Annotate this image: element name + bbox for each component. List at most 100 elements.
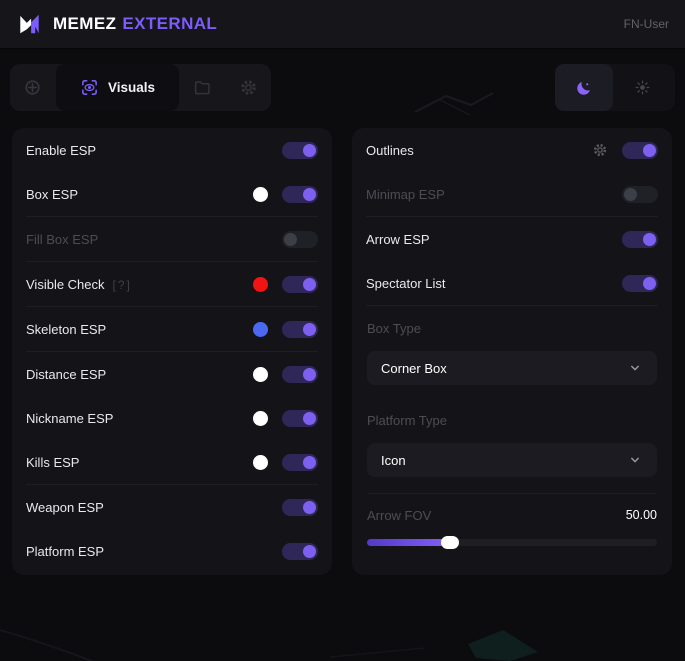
setting-label: Distance ESP (26, 366, 107, 382)
arrow-fov-row: Arrow FOV 50.00 (367, 505, 657, 525)
box-type-value: Corner Box (381, 360, 447, 376)
slider-fill (367, 539, 450, 546)
row-divider (26, 351, 318, 352)
setting-row: Fill Box ESP (12, 217, 332, 261)
app-header: MEMEZ EXTERNAL FN-User (0, 0, 685, 49)
nickname-esp-toggle[interactable] (282, 409, 318, 427)
gear-icon (593, 143, 607, 157)
username-label: FN-User (623, 17, 669, 31)
row-divider (26, 484, 318, 485)
theme-dark-button[interactable] (555, 64, 613, 111)
platform-esp-toggle[interactable] (282, 542, 318, 560)
color-swatch[interactable] (253, 321, 268, 337)
setting-row: Nickname ESP (12, 396, 332, 440)
slider-knob[interactable] (440, 536, 459, 549)
spectator-list-toggle[interactable] (622, 274, 658, 292)
row-divider (26, 306, 318, 307)
row-divider (367, 493, 657, 494)
setting-label: Weapon ESP (26, 499, 104, 515)
setting-row: Outlines (352, 128, 672, 172)
fill-box-esp-toggle[interactable] (282, 230, 318, 248)
settings-panels: Enable ESP Box ESP Fill Box ESP Visible … (12, 128, 672, 575)
setting-label: Spectator List (366, 275, 446, 291)
brand-primary: MEMEZ (53, 14, 117, 33)
chevron-down-icon (631, 457, 639, 463)
kills-esp-toggle[interactable] (282, 453, 318, 471)
esp-right-panel: Outlines Minimap ESP Arrow ESP Spectator… (352, 128, 672, 575)
platform-type-label: Platform Type (367, 413, 447, 428)
brand-secondary: EXTERNAL (122, 14, 218, 33)
setting-label: Minimap ESP (366, 186, 445, 202)
chevron-down-icon (631, 365, 639, 371)
setting-row: Enable ESP (12, 128, 332, 172)
tab-bar: Visuals (10, 64, 271, 111)
tab-configs[interactable] (179, 64, 225, 111)
setting-row: Distance ESP (12, 352, 332, 396)
setting-row: Visible Check [?] (12, 262, 332, 306)
skeleton-esp-toggle[interactable] (282, 320, 318, 338)
moon-icon (577, 81, 590, 95)
weapon-esp-toggle[interactable] (282, 498, 318, 516)
setting-label: Arrow ESP (366, 231, 430, 247)
arrow-fov-label: Arrow FOV (367, 507, 432, 523)
visuals-eye-icon (82, 80, 97, 95)
arrow-fov-slider[interactable] (367, 536, 657, 549)
setting-row: Weapon ESP (12, 485, 332, 529)
crosshair-icon (25, 80, 41, 95)
theme-light-button[interactable] (613, 64, 671, 111)
help-hint[interactable]: [?] (112, 277, 132, 292)
setting-label: Nickname ESP (26, 410, 114, 426)
platform-type-value: Icon (381, 452, 406, 468)
setting-row: Skeleton ESP (12, 307, 332, 351)
setting-row: Arrow ESP (352, 217, 672, 261)
setting-label: Enable ESP (26, 142, 97, 158)
platform-type-select[interactable]: Icon (367, 443, 657, 477)
distance-esp-toggle[interactable] (282, 365, 318, 383)
setting-row: Minimap ESP (352, 172, 672, 216)
setting-row: Platform ESP (12, 529, 332, 573)
color-swatch[interactable] (253, 276, 268, 292)
setting-label: Visible Check [?] (26, 276, 132, 292)
setting-row: Spectator List (352, 261, 672, 305)
box-type-label: Box Type (367, 321, 421, 336)
tab-visuals[interactable]: Visuals (55, 64, 180, 111)
setting-label: Box ESP (26, 186, 79, 202)
setting-label: Fill Box ESP (26, 231, 99, 247)
row-divider (366, 216, 658, 217)
color-swatch[interactable] (253, 366, 268, 382)
arrow-fov-value: 50.00 (625, 508, 657, 522)
setting-row: Box ESP (12, 172, 332, 216)
row-divider (366, 305, 658, 306)
brand-title: MEMEZ EXTERNAL (53, 14, 217, 34)
theme-toggle-group (555, 64, 675, 111)
enable-esp-toggle[interactable] (282, 141, 318, 159)
tab-aimbot[interactable] (10, 64, 56, 111)
folder-icon (194, 81, 210, 95)
outlines-toggle[interactable] (622, 141, 658, 159)
box-esp-toggle[interactable] (282, 185, 318, 203)
setting-label: Skeleton ESP (26, 321, 107, 337)
minimap-esp-toggle[interactable] (622, 185, 658, 203)
brand-logo-icon (20, 14, 39, 34)
sun-icon (634, 80, 650, 95)
setting-label: Platform ESP (26, 543, 105, 559)
color-swatch[interactable] (253, 186, 268, 202)
visible-check-toggle[interactable] (282, 275, 318, 293)
box-type-select[interactable]: Corner Box (367, 351, 657, 385)
color-swatch[interactable] (253, 454, 268, 470)
tab-settings[interactable] (225, 64, 271, 111)
setting-label: Kills ESP (26, 454, 80, 470)
tab-visuals-label: Visuals (107, 80, 156, 95)
row-divider (26, 261, 318, 262)
row-divider (26, 216, 318, 217)
color-swatch[interactable] (253, 410, 268, 426)
esp-left-panel: Enable ESP Box ESP Fill Box ESP Visible … (12, 128, 332, 575)
slider-track[interactable] (367, 539, 657, 546)
outlines-settings-button[interactable] (592, 142, 608, 158)
arrow-esp-toggle[interactable] (622, 230, 658, 248)
setting-label: Outlines (366, 142, 414, 158)
brand: MEMEZ EXTERNAL (16, 11, 217, 37)
setting-row: Kills ESP (12, 440, 332, 484)
gear-icon (240, 80, 256, 95)
